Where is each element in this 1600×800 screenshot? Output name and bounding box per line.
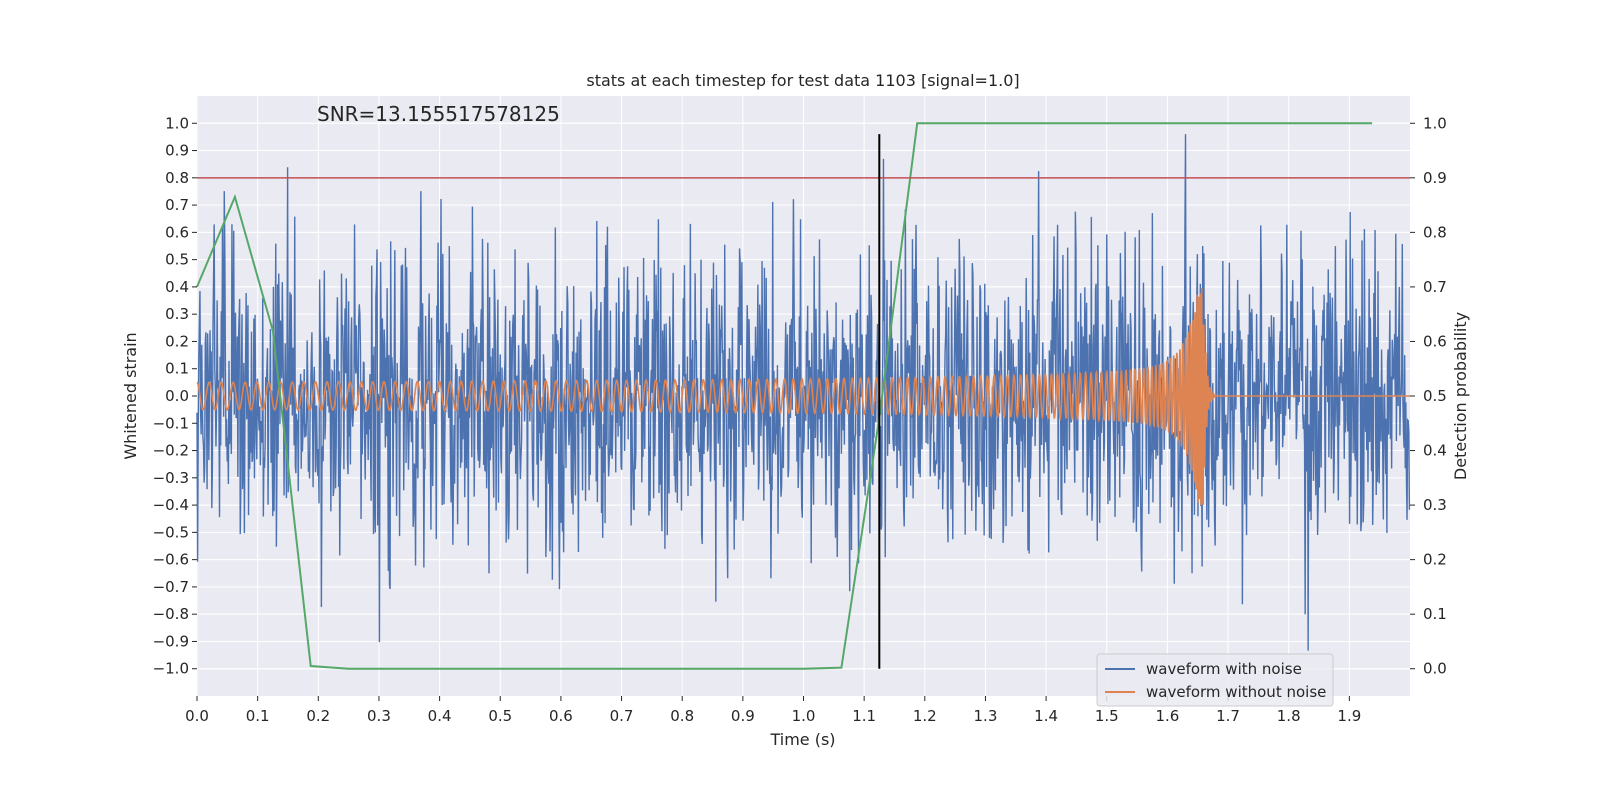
y-tick-label: −0.7 xyxy=(153,578,189,596)
y-tick-label: −0.2 xyxy=(153,442,189,460)
x-tick-label: 1.8 xyxy=(1277,707,1301,725)
y-axis-label: Whitened strain xyxy=(121,332,140,459)
snr-annotation: SNR=13.155517578125 xyxy=(317,102,560,126)
y-tick-label: 0.9 xyxy=(165,142,189,160)
x-tick-label: 1.4 xyxy=(1034,707,1058,725)
x-tick-label: 0.7 xyxy=(610,707,634,725)
y-tick-label: −0.9 xyxy=(153,632,189,650)
x-tick-label: 1.3 xyxy=(974,707,998,725)
y-tick-label: 0.2 xyxy=(165,332,189,350)
y-tick-label: −0.5 xyxy=(153,523,189,541)
legend-box xyxy=(1096,653,1334,707)
x-tick-label: 0.9 xyxy=(731,707,755,725)
y-tick-label: −0.1 xyxy=(153,414,189,432)
y2-tick-label: 0.4 xyxy=(1423,442,1447,460)
y-tick-label: 0.4 xyxy=(165,278,189,296)
series-line-noisy xyxy=(196,134,1411,651)
y2-tick-label: 0.2 xyxy=(1423,551,1447,569)
x-tick-label: 0.6 xyxy=(549,707,573,725)
chart-title: stats at each timestep for test data 110… xyxy=(586,71,1019,90)
plot-area xyxy=(196,122,1411,670)
y2-tick-label: 0.1 xyxy=(1423,605,1447,623)
y-tick-label: −0.6 xyxy=(153,551,189,569)
x-tick-label: 0.1 xyxy=(246,707,270,725)
x-tick-label: 1.6 xyxy=(1155,707,1179,725)
series-line-detection-probability xyxy=(196,122,1373,670)
y-tick-label: 0.5 xyxy=(165,251,189,269)
y2-axis-label: Detection probability xyxy=(1451,312,1470,480)
x-tick-label: 0.5 xyxy=(488,707,512,725)
x-tick-label: 0.2 xyxy=(306,707,330,725)
x-tick-label: 1.9 xyxy=(1337,707,1361,725)
x-tick-label: 0.4 xyxy=(428,707,452,725)
y2-tick-label: 0.5 xyxy=(1423,387,1447,405)
legend-label-clean: waveform without noise xyxy=(1146,683,1326,701)
x-tick-label: 1.1 xyxy=(852,707,876,725)
y-tick-label: 0.7 xyxy=(165,196,189,214)
x-tick-label: 0.0 xyxy=(185,707,209,725)
y-tick-label: 0.1 xyxy=(165,360,189,378)
y-tick-label: −1.0 xyxy=(153,660,189,678)
y2-tick-label: 0.6 xyxy=(1423,332,1447,350)
legend: waveform with noise waveform without noi… xyxy=(1096,653,1334,707)
y-tick-label: 0.3 xyxy=(165,305,189,323)
y2-tick-label: 0.9 xyxy=(1423,169,1447,187)
y-tick-label: 1.0 xyxy=(165,114,189,132)
x-tick-label: 1.2 xyxy=(913,707,937,725)
y2-tick-label: 0.8 xyxy=(1423,223,1447,241)
y-tick-label: 0.6 xyxy=(165,223,189,241)
x-tick-label: 0.3 xyxy=(367,707,391,725)
y-tick-label: −0.4 xyxy=(153,496,189,514)
series-line-clean xyxy=(196,288,1410,506)
y-tick-label: 0.8 xyxy=(165,169,189,187)
y2-tick-label: 0.7 xyxy=(1423,278,1447,296)
x-tick-label: 0.8 xyxy=(670,707,694,725)
x-tick-label: 1.7 xyxy=(1216,707,1240,725)
y-tick-label: −0.8 xyxy=(153,605,189,623)
y-tick-label: −0.3 xyxy=(153,469,189,487)
y2-tick-label: 0.0 xyxy=(1423,660,1447,678)
x-tick-label: 1.0 xyxy=(792,707,816,725)
x-axis-label: Time (s) xyxy=(769,730,835,749)
y2-tick-label: 1.0 xyxy=(1423,114,1447,132)
axes: 0.0 0.1 0.2 0.3 0.4 0.5 0.6 0.7 0.8 0.9 1.0 1.1 1.2 1… xyxy=(153,114,1447,725)
y2-tick-label: 0.3 xyxy=(1423,496,1447,514)
x-tick-label: 1.5 xyxy=(1095,707,1119,725)
y-tick-label: 0.0 xyxy=(165,387,189,405)
legend-label-noise: waveform with noise xyxy=(1146,660,1302,678)
